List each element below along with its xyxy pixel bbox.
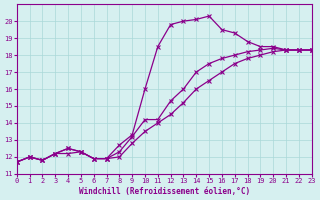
- X-axis label: Windchill (Refroidissement éolien,°C): Windchill (Refroidissement éolien,°C): [79, 187, 250, 196]
